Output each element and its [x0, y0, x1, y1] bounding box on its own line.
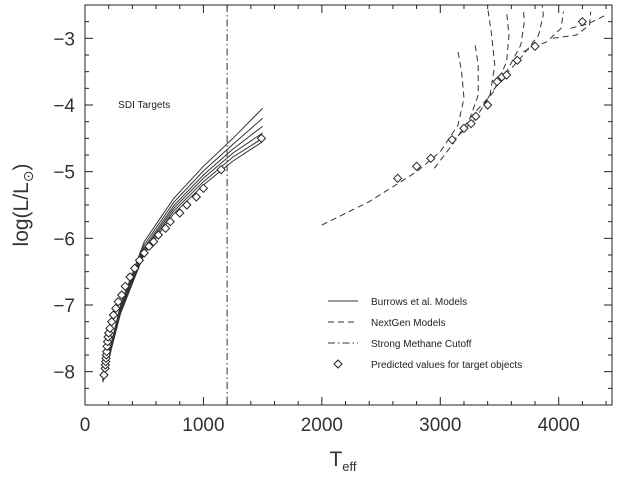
target-diamond	[148, 236, 159, 247]
sdi-targets-annotation: SDI Targets	[118, 100, 170, 111]
target-diamond	[482, 100, 493, 110]
target-diamond	[165, 216, 175, 227]
target-diamond	[198, 183, 209, 194]
legend: Burrows et al. Models NextGen Models Stron…	[328, 297, 522, 371]
nextgen-model-curve	[434, 41, 479, 169]
nextgen-model-curve	[321, 51, 465, 226]
target-diamond	[530, 41, 540, 52]
axis-labels: Teff log(L/L⊙) SDI Targets	[10, 100, 357, 474]
y-tick-label: −4	[53, 96, 75, 117]
nextgen-model-curve	[451, 8, 496, 143]
target-diamond	[466, 118, 476, 129]
nextgen-model-curve	[523, 11, 564, 53]
target-diamond	[125, 272, 135, 282]
target-diamond	[182, 200, 192, 210]
x-tick-label: 0	[80, 415, 91, 436]
burrows-model-curve	[102, 132, 263, 382]
target-diamond	[105, 323, 115, 334]
legend-entry-label: Strong Methane Cutoff	[371, 339, 472, 350]
target-diamond	[216, 164, 226, 175]
target-diamond	[256, 133, 267, 144]
x-axis-label-main: T	[329, 448, 342, 471]
target-diamond	[130, 263, 140, 274]
target-diamond	[447, 134, 457, 145]
target-diamond	[426, 153, 436, 164]
x-tick-label: 3000	[419, 415, 461, 436]
y-tick-label: −8	[53, 363, 75, 384]
x-tick-label: 2000	[301, 415, 343, 436]
target-diamond	[512, 55, 522, 66]
legend-entry-label: NextGen Models	[371, 318, 445, 329]
target-diamond	[153, 230, 164, 240]
y-tick-label: −7	[53, 296, 75, 317]
target-diamond	[144, 241, 154, 252]
target-diamond	[101, 346, 112, 357]
target-diamond	[117, 290, 127, 300]
burrows-model-curve	[102, 107, 263, 379]
target-diamond	[111, 303, 121, 314]
burrows-model-curve	[102, 117, 263, 380]
burrows-model-curve	[102, 125, 263, 381]
nextgen-model-curve	[552, 11, 592, 39]
target-diamond	[411, 161, 422, 172]
target-diamond	[191, 192, 202, 202]
x-axis-label: Teff	[329, 448, 356, 474]
target-diamond	[175, 208, 185, 218]
y-axis-label-main: log(L/L	[10, 182, 33, 246]
plot-area	[99, 4, 607, 405]
plot-frame	[84, 4, 613, 406]
target-diamond	[577, 16, 588, 27]
y-tick-label: −6	[53, 229, 75, 250]
nextgen-model-curve	[505, 4, 544, 76]
y-axis-label: log(L/L⊙)	[10, 164, 36, 247]
target-diamond	[139, 248, 149, 258]
y-tick-label: −3	[53, 29, 75, 50]
y-axis-label-sun-symbol: ⊙	[20, 171, 36, 183]
target-diamond	[471, 111, 481, 122]
x-tick-label: 4000	[538, 415, 580, 436]
legend-entry-label: Burrows et al. Models	[371, 297, 467, 308]
target-diamond	[99, 370, 109, 380]
target-diamond	[459, 123, 469, 134]
y-tick-label: −5	[53, 163, 75, 184]
target-diamond	[501, 70, 512, 80]
target-diamond	[106, 316, 117, 327]
target-diamond	[120, 281, 130, 292]
burrows-model-curve	[102, 137, 263, 382]
nextgen-model-curve	[570, 14, 607, 29]
legend-entry-label: Predicted values for target objects	[371, 360, 522, 371]
x-axis-label-sub: eff	[342, 459, 357, 474]
x-tick-label: 1000	[182, 415, 224, 436]
legend-diamond-symbol	[333, 359, 343, 369]
target-diamond	[492, 76, 502, 87]
target-diamond	[134, 255, 145, 266]
target-diamond	[108, 310, 119, 320]
target-diamond	[392, 173, 403, 184]
axes: 0 1000 2000 3000 4000 −3 −4 −5 −6 −7 −8	[53, 4, 613, 436]
burrows-model-curve	[102, 141, 263, 383]
target-diamond	[160, 223, 171, 234]
y-axis-label-close: )	[10, 164, 33, 171]
target-diamond	[113, 296, 123, 307]
nextgen-model-curve	[469, 11, 510, 119]
